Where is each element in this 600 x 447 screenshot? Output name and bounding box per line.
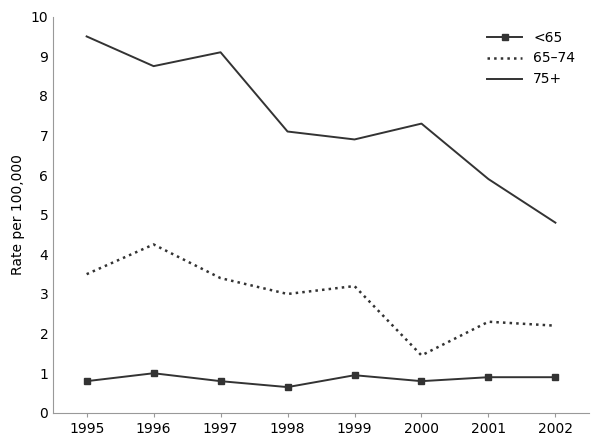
<65 (284, 384, 291, 390)
Line: <65: <65 (83, 370, 559, 391)
<65 (83, 379, 90, 384)
<65 (485, 375, 492, 380)
65–74 (83, 271, 90, 277)
Y-axis label: Rate per 100,000: Rate per 100,000 (11, 154, 25, 275)
75+ (83, 34, 90, 39)
75+ (351, 137, 358, 142)
65–74 (418, 353, 425, 358)
Legend: <65, 65–74, 75+: <65, 65–74, 75+ (480, 24, 582, 93)
75+ (552, 220, 559, 225)
75+ (217, 50, 224, 55)
75+ (485, 177, 492, 182)
75+ (418, 121, 425, 127)
<65 (418, 379, 425, 384)
<65 (552, 375, 559, 380)
65–74 (351, 283, 358, 289)
75+ (150, 63, 157, 69)
65–74 (217, 275, 224, 281)
Line: 75+: 75+ (86, 36, 556, 223)
<65 (351, 372, 358, 378)
65–74 (284, 291, 291, 297)
75+ (284, 129, 291, 134)
<65 (217, 379, 224, 384)
65–74 (485, 319, 492, 325)
<65 (150, 371, 157, 376)
65–74 (552, 323, 559, 329)
Line: 65–74: 65–74 (86, 245, 556, 355)
65–74 (150, 242, 157, 247)
